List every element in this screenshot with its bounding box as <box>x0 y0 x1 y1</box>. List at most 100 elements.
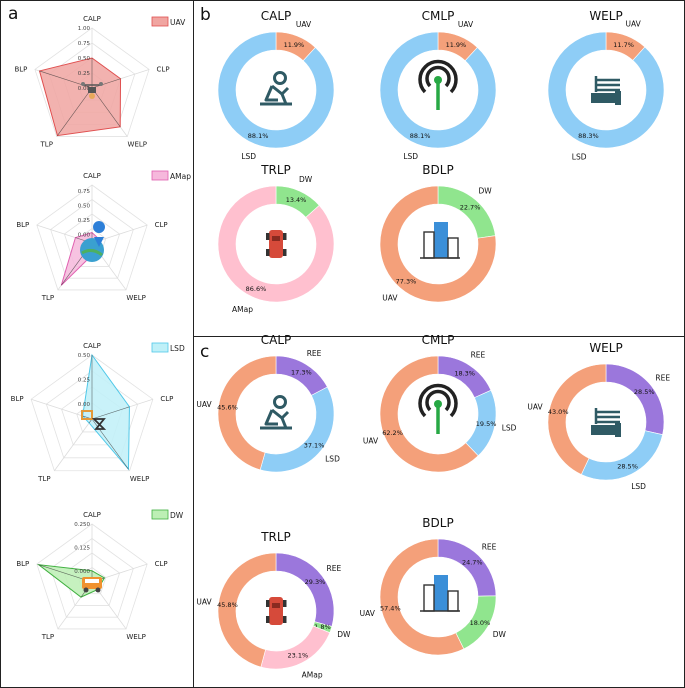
radar-axis-label-tlp: TLP <box>37 475 50 483</box>
radar-grid-ring <box>36 184 148 291</box>
radar-grid-ring <box>34 27 150 137</box>
radar-tick-label: 0.75 <box>78 189 91 195</box>
donut-slice-amap <box>260 625 331 670</box>
building-right <box>447 237 459 259</box>
radar-legend-swatch <box>151 509 169 520</box>
radar-axis-label-clp: CLP <box>160 395 173 403</box>
radar-legend-label: UAV <box>170 18 186 27</box>
radar-axis-label-calp: CALP <box>83 15 101 23</box>
radar-tick-label: 0.50 <box>78 353 91 359</box>
donut-series-label: UAV <box>382 294 398 303</box>
vehicle-window <box>272 603 280 608</box>
donut-title: CMLP <box>422 9 455 23</box>
radar-axis-label-blp: BLP <box>11 395 24 403</box>
donut-slice-uav <box>379 355 479 473</box>
radar-uav: 0.00 0.25 0.50 0.75 1.00 CALP CLP WELP TLP BLP UAV <box>14 15 186 149</box>
map-pin-icon <box>80 221 106 262</box>
donut-b-trlp: TRLP 13.4% DW 86.6% AMap <box>217 163 335 314</box>
radar-axis-label-tlp: TLP <box>41 294 54 302</box>
building-icon <box>420 222 460 259</box>
pump-flange <box>615 91 621 105</box>
donut-series-label: DW <box>478 186 492 195</box>
donut-series-label: LSD <box>241 152 256 161</box>
panel-label-b: b <box>200 5 211 25</box>
radar-tick-label: 0.125 <box>74 545 90 551</box>
donut-pct-label: 45.6% <box>217 404 238 412</box>
radar-spoke <box>54 418 93 472</box>
globe-land <box>81 248 103 257</box>
person-icon <box>260 395 292 430</box>
donut-slice-amap <box>217 185 335 303</box>
person-desk <box>260 417 292 430</box>
satellite-panel <box>81 410 93 420</box>
donut-series-label: REE <box>307 349 322 358</box>
radar-tick-label: 0.00 <box>78 232 91 238</box>
donut-title: CMLP <box>422 333 455 347</box>
donut-series-label: AMap <box>302 671 323 680</box>
bus-icon <box>82 577 102 593</box>
donut-c-bdlp: BDLP 24.7% REE 18.0%DW 57.4% UAV <box>360 516 507 656</box>
donut-slice-uav <box>217 552 277 668</box>
radar-tick-label: 1.00 <box>78 26 91 32</box>
bus-wheel-right <box>95 587 101 593</box>
donut-series-label: UAV <box>626 20 642 29</box>
radar-axis-label-calp: CALP <box>83 172 101 180</box>
donut-slice-lsd <box>547 31 665 149</box>
radar-axis-label-welp: WELP <box>126 633 145 641</box>
radar-axis-label-welp: WELP <box>128 141 147 149</box>
building-tower <box>434 222 448 258</box>
signal-tower-icon <box>418 383 458 434</box>
radar-value-spoke <box>57 87 93 136</box>
donut-pct-label: 13.4% <box>286 196 307 204</box>
vehicle-wheel-2 <box>266 616 270 623</box>
radar-tick-label: 0.25 <box>78 71 91 77</box>
donut-slice-uav <box>379 185 497 303</box>
donut-pct-label: 22.7% <box>460 203 481 211</box>
donut-pct-label: 18.0% <box>470 619 491 627</box>
vehicle-body <box>269 230 283 258</box>
radar-legend-label: AMap <box>170 172 191 181</box>
radar-grid-ring <box>45 370 139 459</box>
vehicle-wheel-0 <box>266 600 270 607</box>
donut-c-cmlp: CMLP 18.3% REE 19.5% LSD 62.2%UAV <box>363 333 517 473</box>
donut-title: BDLP <box>422 516 453 530</box>
bus-wheel-left <box>83 587 89 593</box>
radar-tick-label: 0.75 <box>78 41 91 47</box>
radar-dw: 0.000 0.125 0.250 CALP CLP WELP TLP BLP DW <box>16 509 184 641</box>
radar-series-uav_radar <box>38 57 122 137</box>
donut-pct-label: 88.3% <box>578 132 599 140</box>
pin-head <box>93 221 106 233</box>
donut-pct-label: 11.7% <box>613 41 634 49</box>
donut-pct-label: 43.0% <box>548 408 569 416</box>
radar-tick-label: 0.00 <box>78 86 91 92</box>
donut-pct-label: 29.3% <box>305 578 326 586</box>
pump-body <box>591 93 615 103</box>
donut-series-label: REE <box>655 374 670 383</box>
donut-pct-label: 88.1% <box>248 132 269 140</box>
person-head <box>273 71 287 85</box>
radar-tick-label: 0.25 <box>78 218 91 224</box>
drone-body <box>88 87 96 93</box>
radar-legend-label: LSD <box>170 344 185 353</box>
donut-pct-label: 77.3% <box>396 278 417 286</box>
signal-tower-icon <box>418 59 458 110</box>
radar-tick-label: 0.250 <box>74 522 90 528</box>
radar-series-lsd_radar <box>82 353 130 471</box>
donut-pct-label: 17.3% <box>291 369 312 377</box>
signal-arc-inner <box>425 389 451 412</box>
pump-flange <box>615 423 621 437</box>
donut-title: TRLP <box>260 163 291 177</box>
panel-label-a: a <box>8 4 18 24</box>
vehicle-body <box>269 597 283 625</box>
donut-series-label: UAV <box>196 598 212 607</box>
donut-series-label: LSD <box>325 455 340 464</box>
donut-pct-label: 37.1% <box>304 441 325 449</box>
signal-arc-outer <box>418 383 458 418</box>
pump-body <box>591 425 615 435</box>
radar-axis-label-blp: BLP <box>14 65 27 73</box>
donut-series-label: DW <box>337 630 351 639</box>
radar-value-spoke <box>91 78 121 89</box>
satellite-dish <box>91 418 107 430</box>
vehicle-wheel-0 <box>266 233 270 240</box>
radar-axis-label-welp: WELP <box>130 475 149 483</box>
